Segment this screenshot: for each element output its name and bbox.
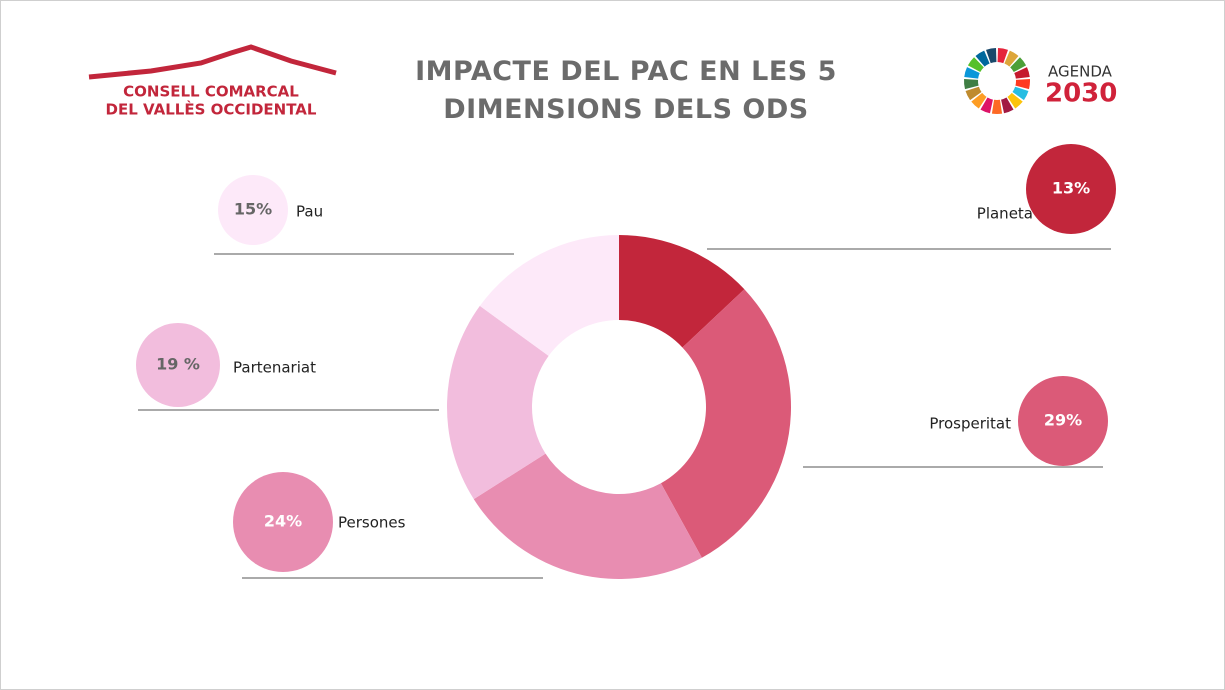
value-label: 19 % <box>156 355 200 374</box>
donut-slice <box>473 453 702 579</box>
logo-text: CONSELL COMARCAL <box>123 83 299 101</box>
agenda-segment <box>971 92 987 109</box>
category-label: Persones <box>338 514 406 532</box>
value-badge <box>1026 144 1116 234</box>
agenda-segment <box>1010 57 1027 73</box>
agenda-segment <box>965 86 982 101</box>
value-badge <box>218 175 288 245</box>
category-label: Planeta <box>977 205 1033 223</box>
agenda-segment <box>1001 97 1014 114</box>
value-label: 13% <box>1052 179 1090 198</box>
category-label: Partenariat <box>233 359 316 377</box>
value-label: 24% <box>264 512 302 531</box>
agenda-segment <box>980 97 993 114</box>
logo-text: 2030 <box>1045 79 1117 109</box>
category-label: Pau <box>296 203 323 221</box>
donut-slice <box>447 305 549 500</box>
category-label: Prosperitat <box>929 415 1011 433</box>
donut-slice <box>660 289 791 558</box>
agenda-segment <box>1012 86 1029 101</box>
agenda-segment <box>975 50 990 67</box>
value-label: 15% <box>234 200 272 219</box>
agenda-segment <box>967 57 984 73</box>
chart-title: IMPACTE DEL PAC EN LES 5 DIMENSIONS DELS… <box>415 56 837 125</box>
agenda-segment <box>1015 78 1030 90</box>
donut-slice <box>479 235 619 356</box>
agenda-segment <box>964 67 980 79</box>
agenda-segment <box>1014 67 1030 79</box>
value-badge <box>136 323 220 407</box>
logo-text: AGENDA <box>1048 63 1113 81</box>
logo-text: DEL VALLÈS OCCIDENTAL <box>106 100 317 119</box>
value-badge <box>1018 376 1108 466</box>
agenda-segment <box>1004 50 1019 67</box>
agenda-segment <box>986 48 997 64</box>
logo-mountain <box>88 44 337 80</box>
donut-slice <box>619 235 745 348</box>
value-label: 29% <box>1044 411 1082 430</box>
agenda-segment <box>997 48 1008 64</box>
agenda-ring <box>963 48 1030 114</box>
value-badge <box>233 472 333 572</box>
agenda-segment <box>963 78 979 90</box>
agenda-segment <box>1007 92 1023 109</box>
agenda-segment <box>991 99 1003 114</box>
